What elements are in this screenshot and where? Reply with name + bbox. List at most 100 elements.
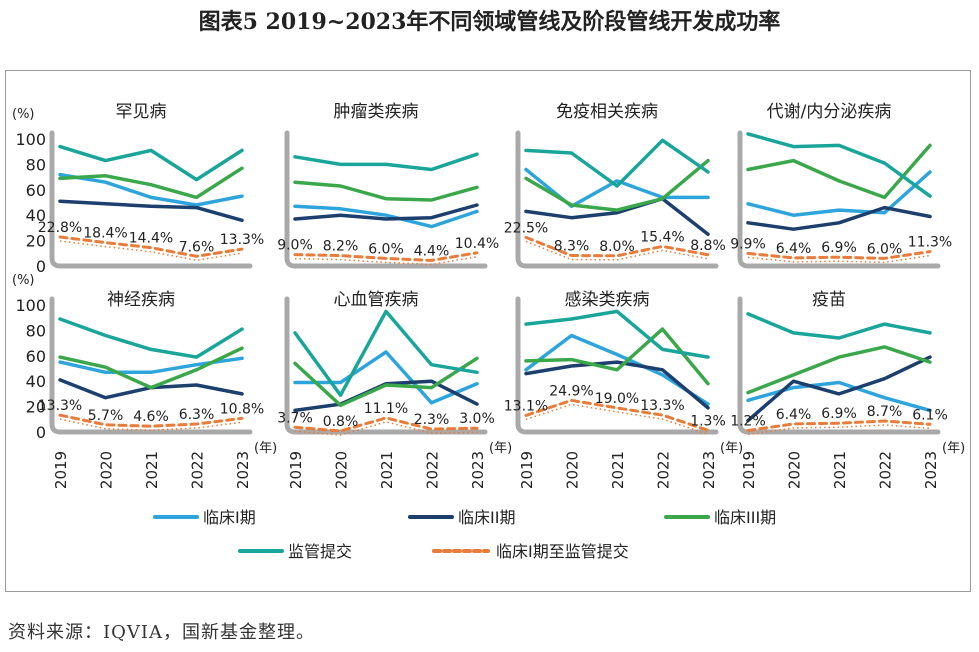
y-tick-label: 40: [26, 372, 46, 391]
series-line-loa: [524, 398, 710, 432]
data-label: 11.1%: [364, 401, 408, 417]
legend-label-p1: 临床I期: [203, 508, 256, 527]
panel-2: 肿瘤类疾病 9.0% 8.2% 6.0% 4.4% 10.4%: [277, 102, 499, 269]
data-label: 22.8%: [38, 220, 82, 236]
series-line-reg: [58, 317, 244, 359]
data-label: 0.8%: [323, 414, 359, 430]
x-unit-label: (年): [489, 441, 512, 456]
data-label: 6.9%: [821, 240, 857, 256]
series-line-p3: [746, 345, 932, 395]
data-label: 6.0%: [867, 241, 903, 257]
axis-line: [515, 296, 719, 435]
x-tick-label: 2019: [740, 451, 758, 489]
data-label: 6.4%: [776, 241, 812, 257]
axis-line: [284, 130, 488, 269]
x-tick-label: 2022: [424, 451, 442, 489]
series-line-p3: [524, 158, 710, 212]
series-line-loa: [58, 413, 244, 428]
axis-line: [737, 296, 941, 435]
data-label: 13.3%: [640, 398, 684, 414]
data-label: 22.5%: [504, 220, 548, 236]
series-line-p2: [58, 199, 244, 223]
series-line-reg: [746, 312, 932, 340]
legend-label-p3: 临床III期: [714, 508, 776, 527]
x-tick-label: 2020: [333, 451, 351, 489]
data-label: 8.0%: [599, 239, 635, 255]
data-label: 7.6%: [179, 239, 215, 255]
data-label: 4.4%: [414, 243, 450, 259]
data-label: 6.4%: [776, 407, 812, 423]
x-unit-label: (年): [720, 441, 743, 456]
x-tick-label: 2019: [52, 451, 70, 489]
data-label: 6.0%: [368, 241, 404, 257]
data-label: 24.9%: [549, 383, 593, 399]
series-line-p3: [58, 166, 244, 200]
panel-8: 疫苗 2019 2020 2021 2022 2023(年) 1.2% 6.4% 6.9% 8.7…: [730, 290, 965, 489]
x-tick-label: 2023: [234, 451, 252, 489]
y-tick-label: 60: [26, 181, 46, 200]
data-label: 6.3%: [179, 407, 215, 423]
y-tick-label: 80: [26, 155, 46, 174]
figure-title: 图表5 2019~2023年不同领域管线及阶段管线开发成功率: [198, 9, 781, 35]
series-line-p2: [746, 205, 932, 231]
series-line-p1: [746, 170, 932, 217]
series-line-p2: [524, 196, 710, 237]
y-unit-label: (%): [12, 273, 35, 288]
series-line-p1: [58, 172, 244, 207]
data-label: 11.3%: [908, 235, 952, 251]
panel-7: 感染类疾病 2019 2020 2021 2022 2023(年) 13.1%24.9% 19…: [504, 290, 743, 489]
trend-line-loa: [747, 424, 931, 436]
series-line-reg: [293, 152, 479, 172]
series-line-p1: [293, 350, 479, 405]
data-label: 13.3%: [38, 398, 82, 414]
data-label: 10.8%: [220, 401, 264, 417]
source-note: 资料来源：IQVIA，国新基金整理。: [8, 622, 315, 643]
series-line-p1: [293, 204, 479, 229]
series-line-p2: [293, 203, 479, 221]
data-label: 13.1%: [504, 398, 548, 414]
panel-6: 心血管疾病 2019 2020 2021 2022 2023(年) 3.7% 0.8% 11.1…: [277, 290, 512, 489]
x-tick-label: 2021: [378, 451, 396, 489]
data-label: 8.2%: [323, 239, 359, 255]
data-label: 5.7%: [88, 408, 124, 424]
trend-line-loa: [59, 240, 243, 262]
y-tick-label: 0: [36, 423, 46, 442]
y-tick-label: 100: [15, 296, 46, 315]
x-unit-label: (年): [254, 441, 277, 456]
panel-title: 疫苗: [812, 290, 846, 310]
panel-1: 罕见病 (%) 0 20 40 60 80 100 22.8% 18.4% 14.4% 7.6% 13.…: [12, 102, 264, 276]
x-tick-label: 2023: [700, 451, 718, 489]
data-label: 8.8%: [690, 238, 726, 254]
series-line-reg: [524, 309, 710, 359]
legend-label-loa: 临床I期至监管提交: [496, 542, 629, 561]
series-line-loa: [524, 235, 710, 258]
series-line-loa: [746, 250, 932, 260]
x-tick-label: 2021: [831, 451, 849, 489]
x-tick-label: 2022: [655, 451, 673, 489]
series-line-p2: [524, 360, 710, 410]
trend-line-loa: [294, 256, 478, 266]
panel-5: 神经疾病 (%) 0 20 40 60 80 100 2019 2020 2021 2022 2023(…: [12, 273, 277, 489]
panel-title: 免疫相关疾病: [556, 102, 658, 122]
panel-title: 肿瘤类疾病: [334, 102, 419, 122]
data-label: 8.7%: [867, 404, 903, 420]
series-line-p3: [293, 356, 479, 408]
panel-4: 代谢/内分泌疾病 9.9% 6.4% 6.9% 6.0% 11.3%: [730, 102, 952, 269]
x-unit-label: (年): [942, 441, 965, 456]
x-tick-label: 2022: [877, 451, 895, 489]
panel-title: 神经疾病: [107, 290, 175, 310]
data-label: 10.4%: [455, 236, 499, 252]
x-tick-label: 2021: [143, 451, 161, 489]
data-label: 8.3%: [554, 238, 590, 254]
series-line-loa: [746, 419, 932, 432]
data-label: 13.3%: [220, 232, 264, 248]
panel-title: 代谢/内分泌疾病: [767, 102, 892, 122]
data-label: 3.7%: [277, 410, 313, 426]
trend-line-loa: [747, 254, 931, 264]
data-label: 1.2%: [730, 413, 766, 429]
series-line-reg: [524, 138, 710, 188]
x-tick-label: 2022: [189, 451, 207, 489]
